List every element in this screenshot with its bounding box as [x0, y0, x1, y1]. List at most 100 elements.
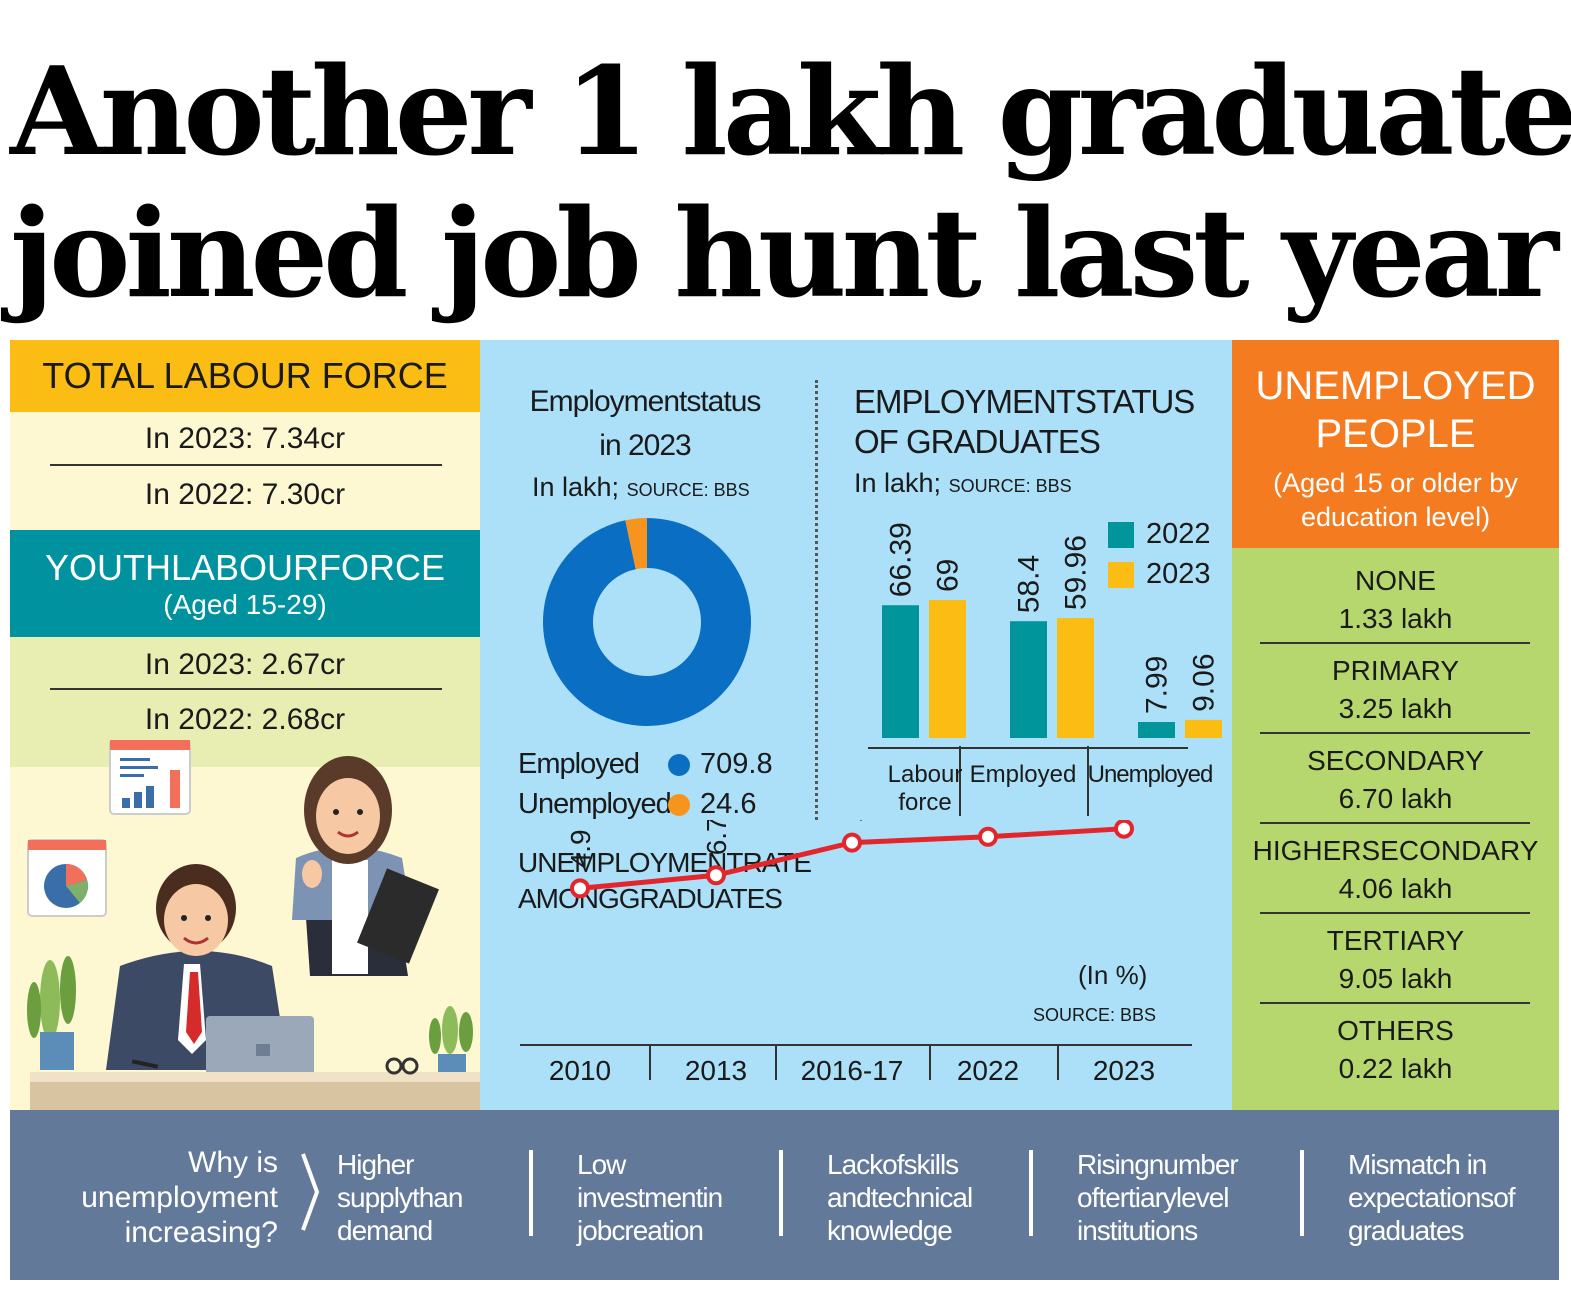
woman-figure: [292, 756, 439, 976]
bar-2023-employed: [1057, 618, 1094, 738]
reason-item: Higher supplythan demand: [337, 1148, 547, 1247]
charts-panel: Employmentstatus in 2023 In lakh; SOURCE…: [480, 340, 1232, 1110]
education-level-item: NONE 1.33 lakh: [1232, 562, 1559, 638]
headline-line-2: joined job hunt last year: [10, 181, 1559, 325]
bar-value-label: 66.39: [885, 522, 918, 597]
education-level-item: TERTIARY 9.05 lakh: [1232, 922, 1559, 998]
bar-value-label: 69: [932, 559, 965, 592]
labour-force-panel: TOTAL LABOUR FORCE In 2023: 7.34cr In 20…: [10, 340, 480, 1110]
bar-category-label: Unemployed: [1088, 761, 1213, 788]
bar-chart-title: EMPLOYMENTSTATUS OF GRADUATES: [854, 383, 1195, 460]
reason-line: demand: [337, 1215, 433, 1246]
reason-divider: [1029, 1150, 1033, 1236]
line-point-2023: [1114, 820, 1134, 839]
reason-line: supplythan: [337, 1182, 463, 1213]
total-labour-2022: In 2022: 7.30cr: [144, 478, 346, 511]
donut-slice-employed: [543, 518, 751, 726]
legend-2022: 2022: [1108, 518, 1211, 551]
reason-line: knowledge: [827, 1215, 953, 1246]
youth-labour-force-title: YOUTHLABOURFORCE: [44, 547, 446, 588]
legend-unemployed: Unemployed 24.6: [518, 788, 757, 820]
reason-line: Higher: [337, 1149, 414, 1180]
bar-value-label: 7.99: [1141, 656, 1174, 714]
employed-dot-icon: [668, 753, 690, 776]
charts-divider: [815, 380, 818, 820]
bar-value-label: 58.4: [1013, 555, 1046, 613]
donut-title: Employmentstatus in 2023: [529, 385, 762, 462]
education-level-name: HIGHERSECONDARY: [1252, 835, 1539, 866]
line-category-label: 2022: [957, 1055, 1019, 1086]
youth-labour-force-subtitle: (Aged 15-29): [163, 589, 327, 620]
line-chart-unit: (In %): [1078, 960, 1148, 990]
reason-line: investmentin: [577, 1182, 723, 1213]
office-workers-illustration: [27, 740, 480, 1110]
line-chart-source: SOURCE: BBS: [1033, 1005, 1157, 1025]
unemployed-dot-icon: [668, 793, 690, 816]
plant-left-icon: [27, 956, 76, 1070]
line-value-label: 4.9: [565, 829, 596, 868]
education-level-value: 3.25 lakh: [1338, 693, 1453, 724]
line-point-2022: [978, 826, 998, 847]
divider: [1260, 1002, 1530, 1004]
chevron-right-icon: [301, 1153, 320, 1231]
legend-2023: 2023: [1108, 558, 1211, 591]
plant-right-icon: [429, 1006, 473, 1080]
headline-line-1: Another 1 lakh graduates: [10, 39, 1571, 183]
bar-2022-employed: [1010, 621, 1047, 738]
line-point-2013: [706, 865, 726, 886]
bar-chart-card-icon: [109, 740, 191, 815]
reason-item: Risingnumber oftertiarylevel institutions: [1077, 1148, 1287, 1247]
youth-values-bg: [10, 637, 480, 767]
bar-value-label: 59.96: [1060, 535, 1093, 610]
education-level-name: PRIMARY: [1331, 655, 1460, 686]
divider: [50, 688, 442, 690]
reason-divider: [1300, 1150, 1304, 1236]
bar-2022-labour-force: [882, 605, 919, 738]
legend-2022-swatch: [1108, 521, 1134, 548]
education-level-name: NONE: [1355, 565, 1436, 596]
line-value-label: 6.7: [701, 820, 732, 855]
education-level-value: 0.22 lakh: [1338, 1053, 1453, 1084]
pie-chart-card-icon: [27, 839, 107, 917]
total-labour-2023: In 2023: 7.34cr: [144, 422, 346, 455]
unemployed-header: UNEMPLOYED PEOPLE (Aged 15 or older by e…: [1232, 340, 1559, 548]
legend-employed: Employed 709.8: [518, 748, 773, 780]
bar-category-label: Labour: [888, 761, 963, 788]
education-level-item: SECONDARY 6.70 lakh: [1232, 742, 1559, 818]
bar-value-label: 9.06: [1188, 653, 1221, 711]
line-category-label: 2016-17: [801, 1055, 904, 1086]
reason-line: graduates: [1348, 1215, 1465, 1246]
education-level-value: 9.05 lakh: [1338, 963, 1453, 994]
unemployed-by-education-panel: UNEMPLOYED PEOPLE (Aged 15 or older by e…: [1232, 340, 1559, 1110]
line-point-2010: [570, 878, 590, 899]
youth-labour-force-header: YOUTHLABOURFORCE (Aged 15-29): [10, 530, 480, 637]
divider: [1260, 912, 1530, 914]
education-level-name: SECONDARY: [1307, 745, 1484, 776]
divider: [1260, 732, 1530, 734]
reason-line: oftertiarylevel: [1077, 1182, 1230, 1213]
why-question: Why is unemployment increasing?: [81, 1146, 278, 1249]
education-level-name: OTHERS: [1337, 1015, 1454, 1046]
reason-line: institutions: [1077, 1215, 1198, 1246]
reason-line: jobcreation: [577, 1215, 704, 1246]
education-level-value: 4.06 lakh: [1338, 873, 1453, 904]
total-labour-force-title: TOTAL LABOUR FORCE: [10, 340, 480, 412]
bar-2022-unemployed: [1138, 722, 1175, 738]
youth-labour-2023: In 2023: 2.67cr: [144, 648, 346, 681]
education-level-value: 6.70 lakh: [1338, 783, 1453, 814]
bar-category-label: Employed: [970, 761, 1077, 788]
reason-item: Lackofskills andtechnical knowledge: [827, 1148, 1037, 1247]
line-value-label: 11.2: [837, 820, 868, 823]
education-level-item: OTHERS 0.22 lakh: [1232, 1012, 1559, 1088]
bar-2023-unemployed: [1185, 719, 1222, 738]
bar-category-label: force: [898, 789, 951, 816]
reason-line: Low: [577, 1149, 626, 1180]
divider: [1260, 822, 1530, 824]
reason-line: Lackofskills: [827, 1149, 959, 1180]
education-level-value: 1.33 lakh: [1338, 603, 1453, 634]
donut-slice-unemployed: [625, 518, 647, 570]
line-chart-title: UNEMPLOYMENTRATE AMONGGRADUATES: [518, 847, 812, 914]
divider: [50, 464, 442, 466]
